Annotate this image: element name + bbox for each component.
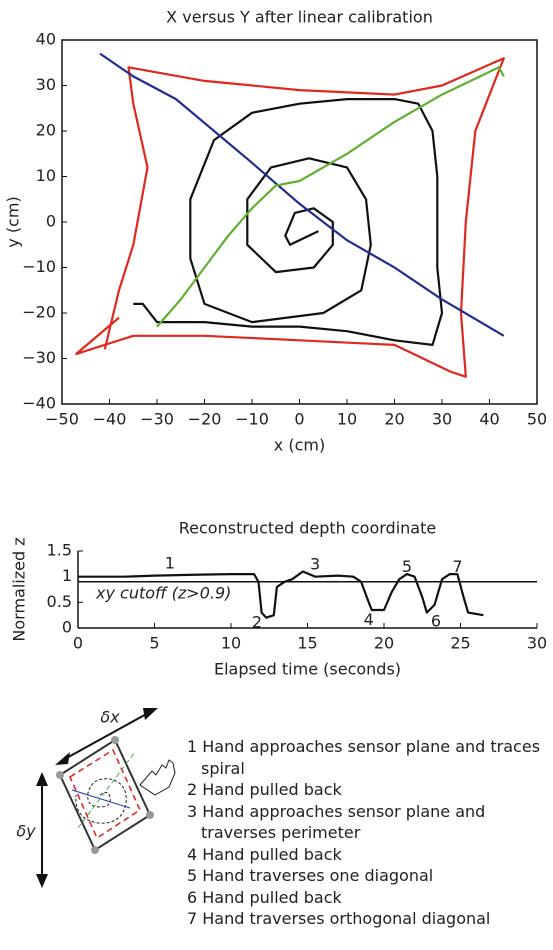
data-line bbox=[78, 570, 484, 619]
x-axis-label: x (cm) bbox=[274, 436, 325, 455]
note-item: 4 Hand pulled back bbox=[187, 844, 342, 864]
sensor bbox=[146, 811, 154, 819]
y-axis-label: y (cm) bbox=[4, 196, 23, 247]
y-tick-label: 1 bbox=[62, 566, 72, 585]
y-tick-label: 10 bbox=[36, 166, 56, 185]
perimeter-path bbox=[69, 748, 141, 840]
x-tick-label: 10 bbox=[337, 410, 357, 429]
sensor bbox=[56, 771, 64, 779]
arrow-head bbox=[55, 752, 70, 765]
y-tick-label: −10 bbox=[22, 257, 56, 276]
note-item: 1 Hand approaches sensor plane and trace… bbox=[187, 737, 541, 778]
threshold-label: xy cutoff (z>0.9) bbox=[95, 583, 231, 602]
x-tick-label: 20 bbox=[384, 410, 404, 429]
x-tick-label: −50 bbox=[45, 410, 79, 429]
y-axis-label: Normalized z bbox=[10, 537, 29, 641]
note-item: 6 Hand pulled back bbox=[187, 887, 342, 907]
diagram-label: δx bbox=[100, 708, 120, 727]
sensor-frame bbox=[58, 738, 152, 852]
x-tick-label: 0 bbox=[73, 634, 83, 653]
x-tick-label: 50 bbox=[527, 410, 547, 429]
annotation: 1 bbox=[165, 553, 175, 572]
y-tick-label: 1.5 bbox=[47, 541, 72, 560]
y-tick-label: 40 bbox=[36, 30, 56, 49]
chart-title: Reconstructed depth coordinate bbox=[179, 519, 436, 538]
annotation: 3 bbox=[310, 554, 320, 573]
annotation: 5 bbox=[402, 557, 412, 576]
note-item: 7 Hand traverses orthogonal diagonal bbox=[187, 909, 491, 928]
diagram-label: δy bbox=[16, 822, 36, 841]
x-tick-label: 5 bbox=[149, 634, 159, 653]
x-tick-label: −40 bbox=[93, 410, 127, 429]
y-tick-label: 0 bbox=[62, 618, 72, 637]
x-tick-label: 20 bbox=[374, 634, 394, 653]
diagonal-path bbox=[71, 789, 131, 809]
x-tick-label: 10 bbox=[221, 634, 241, 653]
x-tick-label: 40 bbox=[479, 410, 499, 429]
x-tick-label: 30 bbox=[527, 634, 547, 653]
hand-icon bbox=[139, 759, 176, 796]
y-tick-label: 20 bbox=[36, 121, 56, 140]
annotation: 7 bbox=[452, 557, 462, 576]
x-tick-label: 0 bbox=[294, 410, 304, 429]
x-tick-label: 25 bbox=[450, 634, 470, 653]
data-line bbox=[75, 57, 505, 378]
arrow bbox=[62, 711, 151, 761]
sensor bbox=[91, 846, 99, 854]
y-tick-label: −30 bbox=[22, 348, 56, 367]
notes-list: 1 Hand approaches sensor plane and trace… bbox=[187, 736, 547, 930]
arrow-head bbox=[143, 708, 158, 720]
note-item: 5 Hand traverses one diagonal bbox=[187, 866, 434, 885]
diagonal-path bbox=[77, 751, 136, 829]
spiral-path bbox=[75, 778, 127, 824]
arrow-head bbox=[36, 874, 48, 888]
y-tick-label: −40 bbox=[22, 394, 56, 413]
y-tick-label: 30 bbox=[36, 75, 56, 94]
y-tick-label: −20 bbox=[22, 303, 56, 322]
x-axis-label: Elapsed time (seconds) bbox=[214, 660, 401, 679]
note-item: 3 Hand approaches sensor plane and trave… bbox=[187, 801, 486, 843]
x-tick-label: −20 bbox=[188, 410, 222, 429]
annotation: 4 bbox=[364, 610, 374, 629]
x-tick-label: −10 bbox=[235, 410, 269, 429]
sensor-diagram: δx δy bbox=[16, 708, 176, 888]
annotation: 6 bbox=[431, 611, 441, 630]
data-line bbox=[156, 66, 505, 328]
y-tick-label: 0 bbox=[46, 212, 56, 231]
data-line bbox=[99, 52, 505, 337]
note-item: 2 Hand pulled back bbox=[187, 780, 342, 799]
x-tick-label: 30 bbox=[432, 410, 452, 429]
chart-title: X versus Y after linear calibration bbox=[166, 8, 433, 27]
annotation: 2 bbox=[252, 612, 262, 631]
data-line bbox=[133, 98, 444, 346]
x-tick-label: 15 bbox=[297, 634, 317, 653]
sensor bbox=[111, 736, 119, 744]
x-tick-label: −30 bbox=[140, 410, 174, 429]
arrow-head bbox=[36, 772, 48, 786]
y-tick-label: 0.5 bbox=[47, 592, 72, 611]
